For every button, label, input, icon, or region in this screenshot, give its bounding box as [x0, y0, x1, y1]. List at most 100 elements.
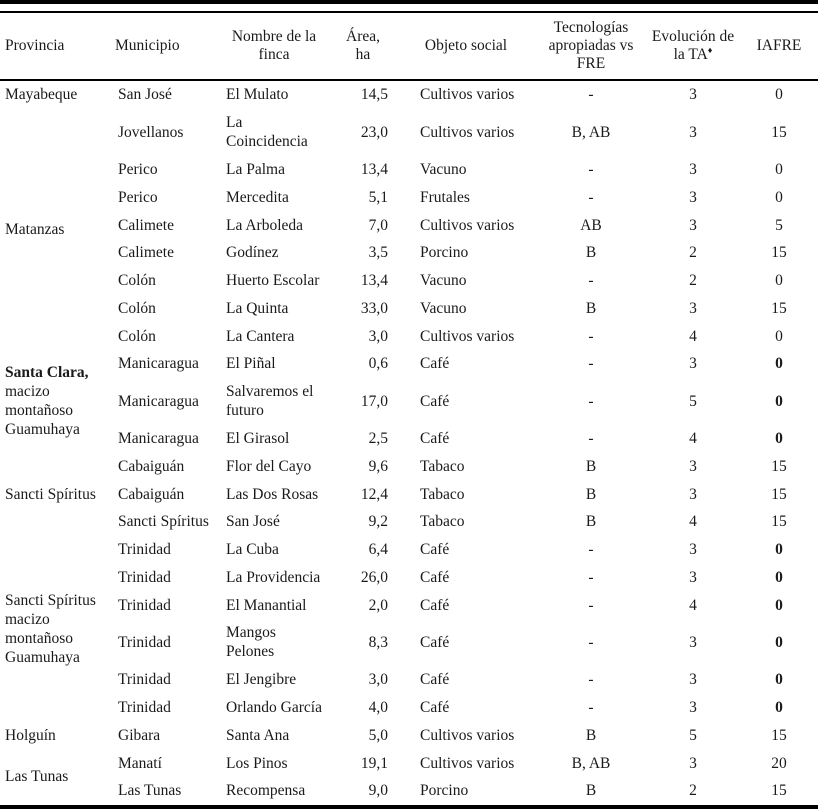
cell-area: 0,6 [368, 355, 388, 373]
cell-iafre: 15 [771, 299, 787, 317]
cell-evolucion: 3 [689, 485, 697, 503]
cell-tecnologias: - [588, 272, 594, 290]
cell-tecnologias: - [588, 327, 594, 345]
cell-area: 9,0 [368, 782, 388, 800]
cell-iafre: 0 [775, 188, 783, 206]
cell-evolucion: 3 [689, 671, 697, 689]
cell-area: 2,5 [368, 429, 388, 447]
cell-tecnologias: - [588, 671, 594, 689]
cell-objeto: Café [420, 596, 450, 614]
cell-area: 8,3 [368, 633, 388, 651]
cell-finca: Mangos Pelones [226, 624, 276, 661]
cell-tecnologias: - [588, 596, 594, 614]
table-row: Santa Clara, macizo montañoso Guamuhaya M… [0, 350, 818, 438]
table-row: Perico Mercedita 5,1 Frutales - 3 0 [0, 183, 818, 211]
cell-evolucion: 3 [689, 299, 697, 317]
cell-municipio: Perico [118, 188, 158, 206]
cell-evolucion: 4 [689, 596, 697, 614]
cell-municipio: Jovellanos [118, 123, 184, 141]
cell-finca: Las Dos Rosas [226, 485, 319, 503]
cell-finca: El Mulato [226, 86, 289, 104]
cell-municipio: Trinidad [118, 671, 171, 689]
cell-iafre: 5 [775, 216, 783, 234]
table-body: Mayabeque San José El Mulato 14,5 Cultivos v… [0, 80, 818, 805]
cell-finca: La Providencia [226, 568, 321, 586]
cell-finca: Salvaremos el futuro [226, 383, 314, 420]
cell-area: 3,0 [368, 327, 388, 345]
cell-iafre: 15 [771, 457, 787, 475]
cell-area: 12,4 [360, 485, 388, 503]
cell-iafre: 0 [775, 86, 783, 104]
cell-finca: Godínez [226, 244, 279, 262]
table-row: Sancti Spíritus San José 9,2 Tabaco B 4 15 [0, 508, 818, 536]
cell-area: 5,1 [368, 188, 388, 206]
cell-objeto: Café [420, 429, 450, 447]
cell-objeto: Café [420, 568, 450, 586]
cell-municipio: Trinidad [118, 568, 171, 586]
cell-objeto: Tabaco [420, 457, 465, 475]
cell-municipio: San José [118, 86, 172, 104]
cell-tecnologias: B [585, 485, 597, 503]
cell-tecnologias: B, AB [571, 123, 611, 141]
cell-finca: Orlando García [226, 699, 322, 717]
cell-municipio: Manicaragua [118, 355, 199, 373]
table-row: Calimete Godínez 3,5 Porcino B 2 15 [0, 239, 818, 267]
table-row: Las Tunas Manatí Los Pinos 19,1 Cultivos var… [0, 749, 818, 786]
cell-finca: Santa Ana [226, 726, 290, 744]
cell-objeto: Vacuno [420, 272, 467, 290]
cell-iafre: 15 [771, 123, 787, 141]
cell-finca: Flor del Cayo [226, 457, 312, 475]
cell-finca: La Quinta [226, 299, 289, 317]
cell-objeto: Café [420, 633, 450, 651]
cell-objeto: Cultivos varios [420, 123, 515, 141]
cell-provincia: Santa Clara, macizo montañoso Guamuhaya [5, 364, 89, 439]
col-header-objeto: Objeto social [396, 12, 536, 81]
table-row: Trinidad La Providencia 26,0 Café - 3 0 [0, 564, 818, 592]
cell-objeto: Cultivos varios [420, 726, 515, 744]
cell-tecnologias: - [588, 568, 594, 586]
cell-evolucion: 5 [689, 392, 697, 410]
cell-evolucion: 3 [689, 86, 697, 104]
table-header: Provincia Municipio Nombre de la finca Á… [0, 12, 818, 81]
cell-tecnologias: - [588, 699, 594, 717]
table-row: Manicaragua El Girasol 2,5 Café - 4 0 [0, 425, 818, 453]
cell-municipio: Cabaiguán [118, 457, 185, 475]
cell-finca: Los Pinos [226, 754, 288, 772]
table-row: Cabaiguán Las Dos Rosas 12,4 Tabaco B 3 15 [0, 480, 818, 508]
col-header-provincia: Provincia [0, 12, 110, 81]
cell-finca: La Cantera [226, 327, 295, 345]
cell-tecnologias: B [585, 782, 597, 800]
table-top-rule-thick [0, 0, 818, 4]
cell-iafre: 15 [771, 726, 787, 744]
cell-municipio: Colón [118, 299, 156, 317]
table-row: Las Tunas Recompensa 9,0 Porcino B 2 15 [0, 777, 818, 805]
cell-tecnologias: - [588, 355, 594, 373]
cell-area: 7,0 [368, 216, 388, 234]
cell-evolucion: 2 [689, 272, 697, 290]
table-row: Colón Huerto Escolar 13,4 Vacuno - 2 0 [0, 267, 818, 295]
cell-finca: Mercedita [226, 188, 289, 206]
cell-objeto: Cultivos varios [420, 754, 515, 772]
cell-area: 13,4 [360, 272, 388, 290]
cell-objeto: Vacuno [420, 160, 467, 178]
cell-iafre: 15 [771, 782, 787, 800]
cell-tecnologias: B, AB [571, 754, 611, 772]
cell-evolucion: 3 [689, 541, 697, 559]
cell-evolucion: 4 [689, 327, 697, 345]
table-row: Sancti Spíritus macizo montañoso Guamuha… [0, 536, 818, 665]
cell-objeto: Tabaco [420, 485, 465, 503]
cell-area: 5,0 [368, 726, 388, 744]
cell-finca: El Girasol [226, 429, 290, 447]
cell-tecnologias: - [588, 392, 594, 410]
cell-iafre: 15 [771, 244, 787, 262]
cell-tecnologias: - [588, 86, 594, 104]
cell-evolucion: 4 [689, 513, 697, 531]
table-row: Mayabeque San José El Mulato 14,5 Cultivos v… [0, 80, 818, 109]
cell-objeto: Cultivos varios [420, 216, 515, 234]
cell-objeto: Porcino [420, 782, 469, 800]
col-header-evolucion-label: Evolución de la TA [651, 28, 735, 63]
table-row: Holguín Gibara Santa Ana 5,0 Cultivos varios… [0, 721, 818, 749]
table-row: Manicaragua Salvaremos el futuro 17,0 Café -… [0, 378, 818, 425]
col-header-area: Área, ha [330, 12, 396, 81]
col-header-municipio: Municipio [110, 12, 218, 81]
